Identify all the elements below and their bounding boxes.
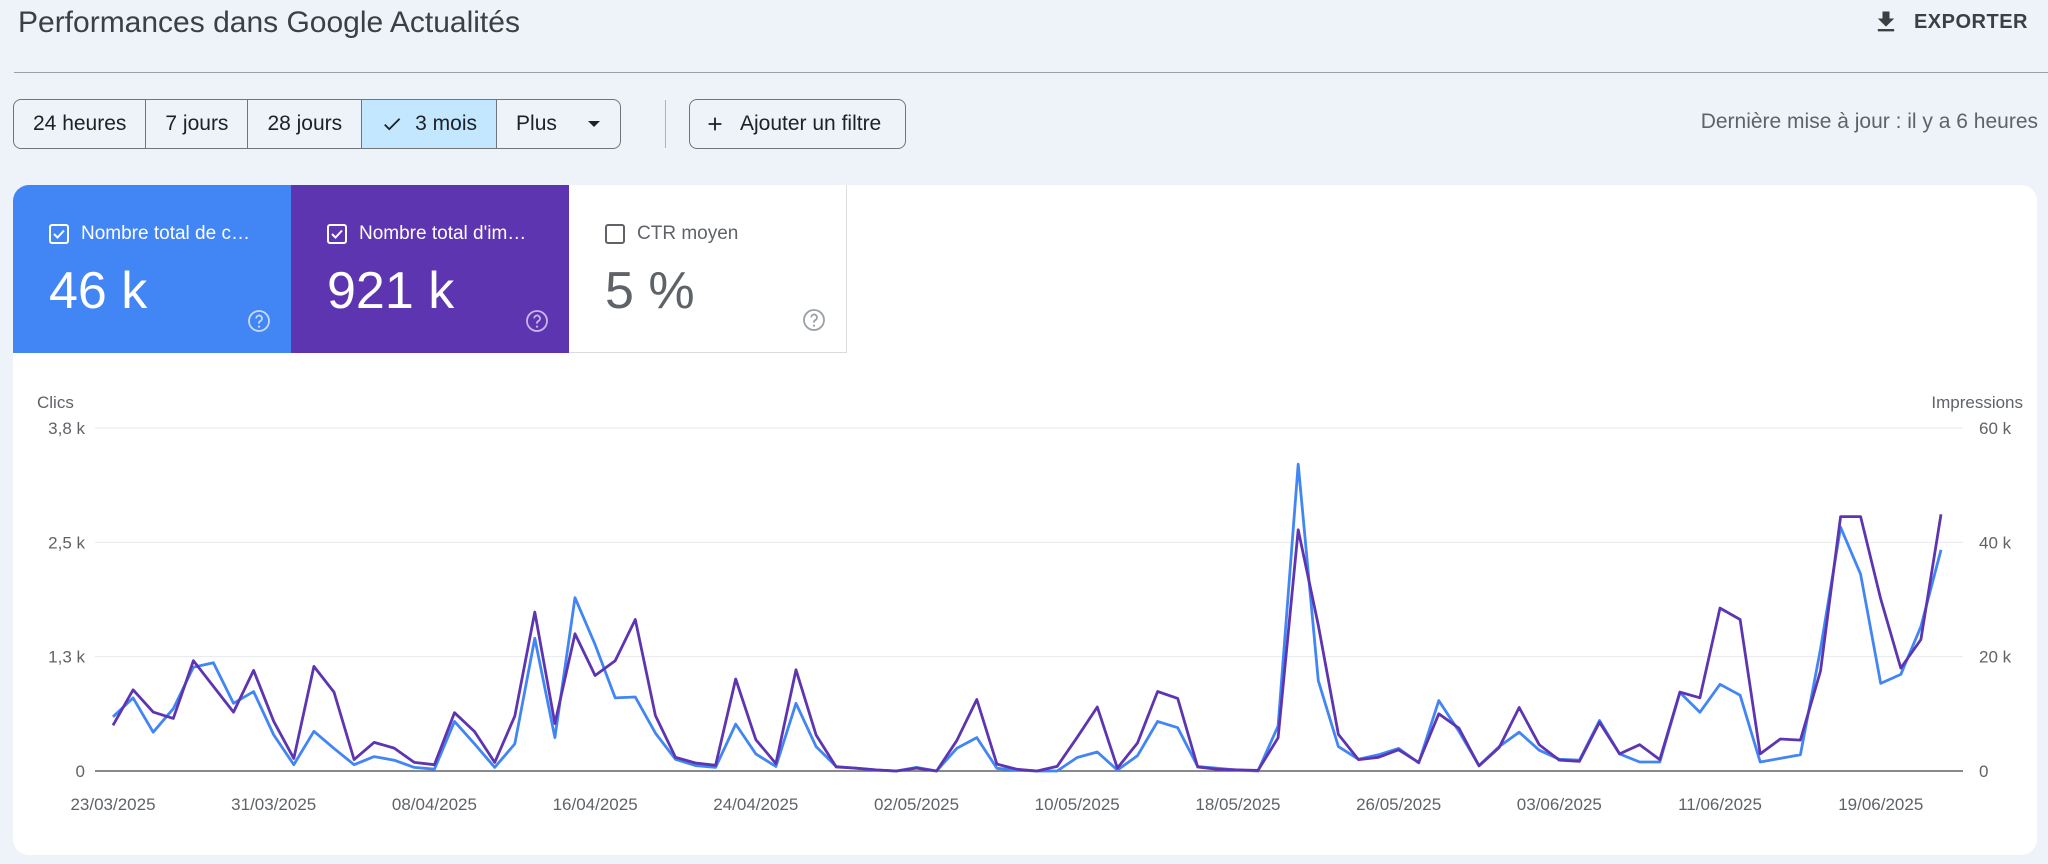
x-tick-label: 10/05/2025 <box>1035 795 1120 814</box>
range-24h-label: 24 heures <box>33 112 127 135</box>
range-28d-label: 28 jours <box>267 112 343 135</box>
x-tick-label: 16/04/2025 <box>553 795 638 814</box>
metric-clicks-header: Nombre total de c… <box>49 223 250 245</box>
performance-chart[interactable]: 0 0 1,3 k 20 k 2,5 k 40 k 3,8 k 60 k Clics Impres… <box>13 185 2037 855</box>
x-tick-label: 19/06/2025 <box>1838 795 1923 814</box>
checkbox-checked-icon[interactable] <box>49 224 69 244</box>
range-3m[interactable]: 3 mois <box>362 100 498 148</box>
date-range-selector: 24 heures 7 jours 28 jours 3 mois Plus <box>13 99 621 149</box>
performance-card: Nombre total de c… 46 k Nombre total d'i… <box>13 185 2037 855</box>
range-7d[interactable]: 7 jours <box>146 100 249 148</box>
last-updated-text: Dernière mise à jour : il y a 6 heures <box>1700 110 2038 133</box>
left-tick-label: 0 <box>76 762 85 781</box>
add-filter-label: Ajouter un filtre <box>740 112 882 135</box>
left-tick-label: 3,8 k <box>48 419 85 438</box>
help-icon[interactable] <box>802 308 826 332</box>
left-tick-label: 2,5 k <box>48 533 85 552</box>
metric-clicks-value: 46 k <box>49 262 148 320</box>
x-tick-label: 24/04/2025 <box>713 795 798 814</box>
plus-icon <box>708 117 722 131</box>
range-28d[interactable]: 28 jours <box>248 100 363 148</box>
x-tick-label: 26/05/2025 <box>1356 795 1441 814</box>
metric-ctr-label: CTR moyen <box>637 223 739 244</box>
header-divider <box>14 72 2048 73</box>
metric-ctr-header: CTR moyen <box>605 223 738 245</box>
export-button[interactable]: EXPORTER <box>1872 8 2028 36</box>
right-tick-label: 0 <box>1979 762 1988 781</box>
check-icon <box>384 118 401 131</box>
checkbox-unchecked-icon[interactable] <box>605 224 625 244</box>
x-tick-label: 31/03/2025 <box>231 795 316 814</box>
x-tick-label: 23/03/2025 <box>70 795 155 814</box>
metric-impressions-header: Nombre total d'im… <box>327 223 526 245</box>
metric-ctr[interactable]: CTR moyen 5 % <box>569 185 847 353</box>
x-tick-label: 18/05/2025 <box>1195 795 1280 814</box>
metric-impressions-label: Nombre total d'im… <box>359 223 527 244</box>
metric-impressions[interactable]: Nombre total d'im… 921 k <box>291 185 569 353</box>
range-7d-label: 7 jours <box>165 112 229 135</box>
range-3m-label: 3 mois <box>415 112 478 135</box>
download-icon <box>1877 11 1895 32</box>
series-line-impressions <box>111 514 1943 773</box>
page-title: Performances dans Google Actualités <box>18 6 520 39</box>
checkbox-checked-icon[interactable] <box>327 224 347 244</box>
x-tick-label: 03/06/2025 <box>1517 795 1602 814</box>
metric-ctr-value: 5 % <box>605 262 695 320</box>
left-tick-label: 1,3 k <box>48 648 85 667</box>
add-filter-button[interactable]: Ajouter un filtre <box>689 99 907 149</box>
range-more[interactable]: Plus <box>497 100 620 148</box>
range-24h[interactable]: 24 heures <box>14 100 147 148</box>
right-tick-label: 40 k <box>1979 533 2012 552</box>
right-tick-label: 20 k <box>1979 648 2012 667</box>
series-line-clicks <box>112 462 1943 773</box>
right-tick-label: 60 k <box>1979 419 2012 438</box>
x-tick-label: 08/04/2025 <box>392 795 477 814</box>
export-label: EXPORTER <box>1913 10 2028 33</box>
range-more-label: Plus <box>516 112 557 135</box>
metric-clicks[interactable]: Nombre total de c… 46 k <box>13 185 291 353</box>
help-icon[interactable] <box>247 309 271 333</box>
x-tick-label: 02/05/2025 <box>874 795 959 814</box>
toolbar-separator <box>665 100 666 148</box>
help-icon[interactable] <box>525 309 549 333</box>
caret-down-icon <box>587 121 600 127</box>
right-axis-title: Impressions <box>1931 393 2023 412</box>
metric-impressions-value: 921 k <box>327 262 455 320</box>
metric-clicks-label: Nombre total de c… <box>81 223 250 244</box>
x-tick-label: 11/06/2025 <box>1678 795 1762 814</box>
left-axis-title: Clics <box>37 393 74 412</box>
